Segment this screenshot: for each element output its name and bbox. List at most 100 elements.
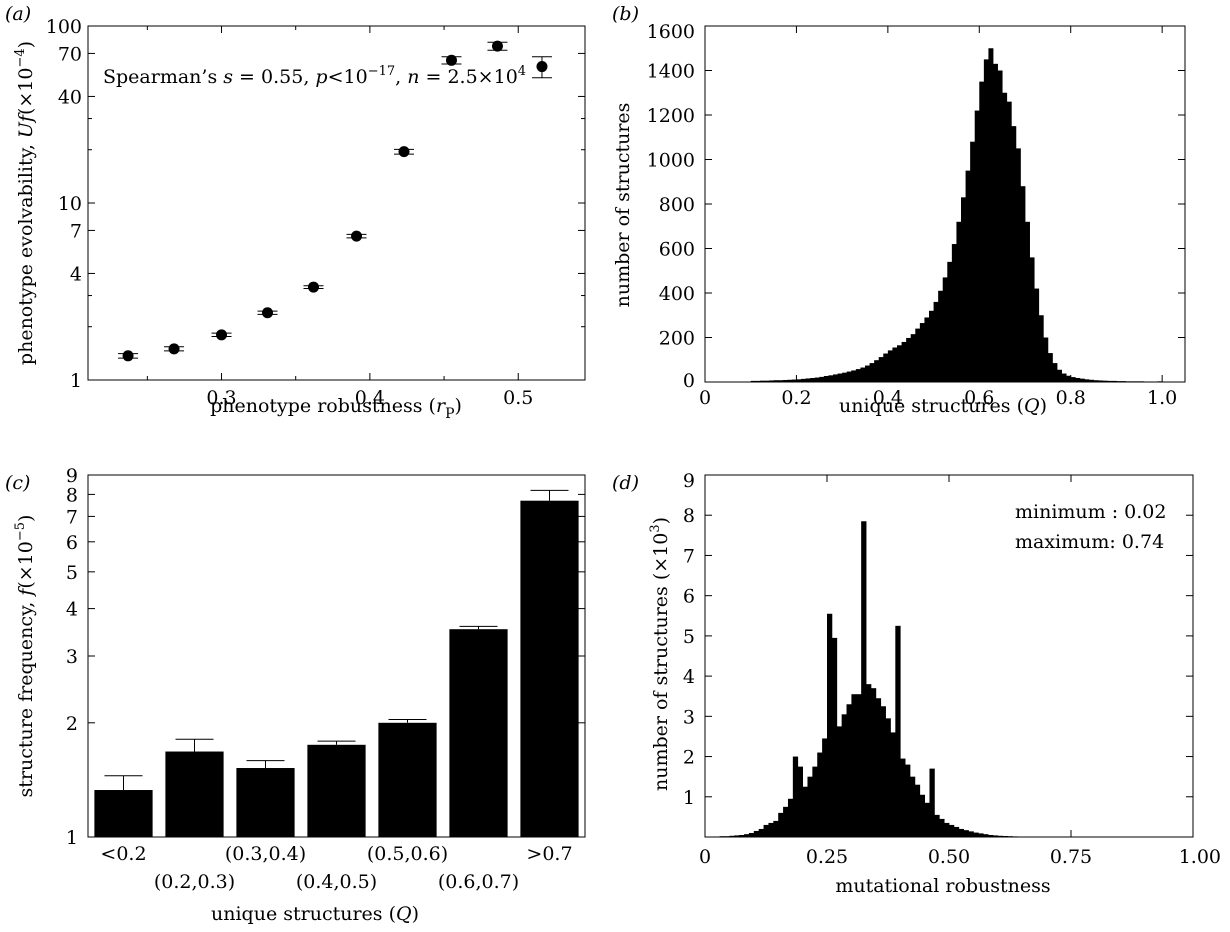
panel-c-bar — [378, 722, 437, 837]
panel-b-histogram-bar — [1116, 381, 1122, 382]
panel-a-y-tick-label: 100 — [46, 16, 82, 38]
panel-b-histogram-bar — [833, 374, 838, 382]
panel-b-histogram-bar — [787, 379, 793, 382]
panel-d-histogram-bar — [856, 694, 862, 837]
panel-c-category-label: (0.6,0.7) — [438, 871, 519, 893]
panel-b-histogram-bar — [814, 377, 820, 382]
panel-b-histogram-bar — [1015, 148, 1021, 382]
panel-c-bar — [307, 744, 366, 837]
panel-d-histogram-bar — [851, 694, 857, 837]
panel-b-histogram-bar — [1043, 337, 1049, 382]
panel-a-point — [398, 146, 410, 158]
panel-d-marks — [714, 521, 1072, 837]
panel-d-histogram-bar — [812, 766, 818, 837]
panel-b-marks — [750, 48, 1163, 383]
panel-a-point — [445, 54, 457, 66]
panel-b-histogram-bar — [1107, 380, 1113, 382]
panel-b-histogram-bar — [1111, 380, 1117, 382]
panel-d-label: (d) — [612, 472, 639, 494]
panel-d-histogram-bar — [719, 836, 725, 837]
panel-b-histogram-bar — [773, 380, 779, 382]
panel-b-histogram-bar — [869, 363, 875, 382]
panel-b-y-tick-label: 1200 — [647, 105, 695, 127]
panel-d-histogram-bar — [792, 756, 799, 837]
panel-d-histogram-bar — [958, 828, 965, 837]
panel-c-x-axis-label: unique structures (Q) — [211, 903, 419, 925]
panel-b-histogram-bar — [924, 317, 930, 382]
panel-a-point-group — [394, 146, 415, 158]
panel-d-histogram-bar — [758, 828, 764, 837]
panel-d-histogram-bar — [992, 835, 999, 837]
panel-d-histogram-bar — [807, 776, 813, 837]
panel-b-histogram-bar — [782, 379, 788, 382]
panel-b-histogram-bar — [851, 370, 857, 382]
panel-b-x-ticks: 0 0.2 0.4 0.6 0.8 1.0 — [699, 26, 1177, 409]
panel-b-histogram-bar — [764, 380, 770, 382]
panel-d-histogram-bar — [739, 834, 745, 837]
panel-b-y-tick-label: 600 — [659, 239, 695, 261]
panel-b-histogram-bar — [1066, 375, 1072, 382]
panel-b-histogram-bar — [1157, 381, 1163, 382]
panel-d-histogram-bar — [939, 818, 945, 837]
panel-b-histogram-bar — [759, 380, 765, 382]
panel-a-point-group — [118, 350, 139, 362]
panel-b-histogram-bar — [906, 337, 912, 382]
panel-a: (a) 0.3 0.4 0.5 1 4 7 10 40 70 100 Spearman’s s … — [5, 3, 586, 422]
panel-c-marks — [94, 489, 579, 837]
panel-c-y-tick-label: 5 — [66, 562, 78, 584]
panel-b-histogram-bar — [791, 379, 797, 382]
panel-b-histogram-bar — [1121, 381, 1126, 382]
panel-b-histogram-bar — [942, 277, 948, 382]
panel-d-histogram-bar — [978, 833, 984, 837]
panel-b-y-ticks: 0 200 400 600 800 1000 1200 1400 1600 — [647, 21, 1185, 392]
panel-b-histogram-bar — [810, 377, 816, 382]
panel-b-histogram-bar — [1098, 380, 1104, 382]
panel-a-point-group — [346, 230, 367, 242]
panel-d-y-tick-label: 6 — [683, 586, 695, 608]
panel-b-y-tick-label: 800 — [659, 194, 695, 216]
panel-a-y-axis-label: phenotype evolvability, Uf(×10−4) — [13, 41, 37, 365]
panel-a-x-tick-label: 0.5 — [503, 387, 533, 409]
panel-b-histogram-bar — [846, 371, 852, 382]
panel-b-label: (b) — [612, 3, 639, 25]
panel-b-histogram-bar — [1002, 92, 1008, 382]
panel-c-category-label: >0.7 — [526, 843, 572, 865]
panel-c-category-label: <0.2 — [100, 843, 146, 865]
panel-c-category-label: (0.5,0.6) — [367, 843, 448, 865]
panel-b-histogram-bar — [1134, 381, 1140, 382]
panel-c-y-tick-label: 3 — [66, 646, 78, 668]
panel-d-histogram-bar — [787, 798, 794, 837]
panel-d-histogram-bar — [895, 625, 901, 837]
panel-a-x-tick-label: 0.4 — [355, 387, 385, 409]
panel-b-histogram-bar — [1006, 101, 1012, 383]
panel-a-y-tick-label: 7 — [70, 220, 82, 242]
panel-d-histogram-bar — [846, 704, 852, 837]
panel-c-bar — [94, 790, 153, 837]
panel-a-point-group — [257, 307, 278, 319]
panel-b-y-tick-label: 400 — [659, 283, 695, 305]
panel-d-histogram-bar — [778, 812, 784, 837]
panel-b-histogram-bar — [842, 372, 848, 382]
panel-d-histogram-bar — [753, 830, 760, 837]
panel-b-histogram-bar — [1093, 380, 1099, 382]
panel-d-maximum-annotation: maximum: 0.74 — [1015, 531, 1164, 553]
panel-b-x-tick-label: 0 — [699, 387, 711, 409]
panel-d-histogram-bar — [983, 834, 989, 837]
panel-d-y-tick-label: 8 — [683, 505, 695, 527]
panel-b-histogram-bar — [910, 334, 916, 382]
panel-b-histogram-bar — [988, 48, 994, 382]
panel-d-histogram-bar — [748, 832, 755, 837]
panel-b-histogram-bar — [1070, 377, 1076, 382]
panel-b-histogram-bar — [865, 365, 870, 382]
panel-d-histogram-bar — [797, 766, 803, 837]
panel-c-label: (c) — [5, 472, 30, 494]
panel-b-histogram-bar — [1011, 126, 1017, 382]
panel-d-histogram-bar — [831, 637, 838, 837]
panel-b-histogram-bar — [970, 141, 976, 382]
panel-b-histogram-bar — [938, 290, 944, 382]
panel-a-x-ticks: 0.3 0.4 0.5 — [146, 26, 533, 409]
panel-b-histogram-bar — [1025, 221, 1030, 382]
panel-b-histogram-bar — [1038, 315, 1044, 382]
panel-d-histogram-bar — [841, 714, 847, 837]
panel-c-y-ticks: 1 2 3 4 5 6 789 — [66, 465, 585, 849]
